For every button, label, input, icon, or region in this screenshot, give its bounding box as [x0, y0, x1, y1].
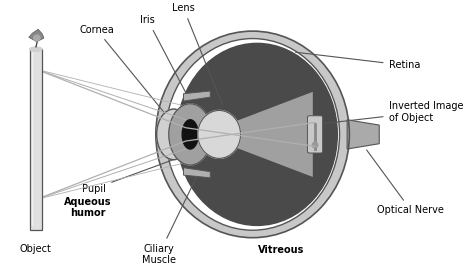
Polygon shape — [156, 31, 349, 238]
Text: Cornea: Cornea — [79, 25, 166, 115]
Polygon shape — [30, 49, 42, 230]
Polygon shape — [183, 91, 210, 101]
Text: Iris: Iris — [140, 15, 189, 99]
Polygon shape — [183, 168, 210, 178]
Ellipse shape — [198, 111, 241, 158]
Polygon shape — [347, 120, 379, 149]
Text: humor: humor — [70, 208, 105, 218]
Text: Lens: Lens — [172, 3, 223, 105]
Polygon shape — [201, 92, 313, 177]
Ellipse shape — [30, 47, 42, 51]
Text: Pupil: Pupil — [82, 155, 185, 194]
Text: Vitreous: Vitreous — [258, 245, 305, 255]
Ellipse shape — [34, 35, 40, 41]
Ellipse shape — [312, 142, 318, 148]
Ellipse shape — [169, 104, 211, 165]
Text: Retina: Retina — [295, 52, 420, 70]
Text: Ciliary
Muscle: Ciliary Muscle — [142, 174, 198, 265]
Polygon shape — [36, 49, 42, 230]
Ellipse shape — [182, 120, 198, 149]
Text: Object: Object — [20, 244, 52, 254]
Text: Aqueous: Aqueous — [64, 197, 111, 207]
FancyBboxPatch shape — [308, 116, 323, 153]
Ellipse shape — [177, 43, 337, 225]
Polygon shape — [29, 29, 44, 42]
Text: Optical Nerve: Optical Nerve — [366, 150, 444, 215]
Text: Inverted Image
of Object: Inverted Image of Object — [325, 101, 463, 123]
Ellipse shape — [157, 109, 191, 160]
